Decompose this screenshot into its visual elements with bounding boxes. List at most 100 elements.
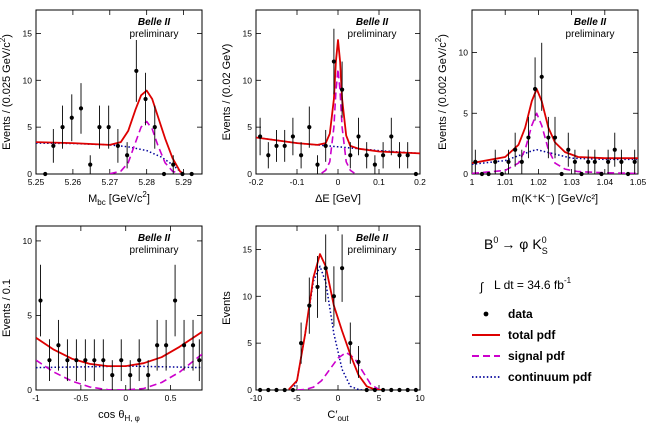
data-point [356,359,361,364]
preliminary-label: preliminary [130,245,179,256]
data-point [125,153,130,158]
data-points [258,28,418,177]
data-point [180,171,185,177]
x-tick-label: 1.01 [497,177,514,187]
y-axis-label: Events / (0.02 GeV) [221,44,233,141]
data-point [106,125,111,130]
x-axis-label-main: cos θ [98,409,124,421]
data-points [38,264,202,390]
x-axis-label-rest: [GeV/c [106,193,143,205]
total-pdf-curve [36,331,202,368]
y-tick-label: 10 [23,236,33,246]
signal-pdf-curve [109,120,181,174]
preliminary-label: preliminary [348,29,397,40]
data-point [51,143,56,148]
data-point [526,135,531,140]
y-axis-label-main: Events [221,291,233,325]
data-point [299,153,304,158]
signal-pdf-curve [321,68,355,174]
data-point [164,343,169,348]
total-pdf-curve [36,89,185,174]
data-point [97,125,102,130]
legend-label: total pdf [508,328,556,342]
legend-data-marker [483,311,489,317]
x-tick-label: 10 [415,393,425,403]
x-tick-label: -0.1 [290,177,305,187]
data-point [74,358,79,363]
data-point [372,162,377,167]
x-tick-label: 5.27 [102,177,119,187]
data-point [519,159,524,164]
data-point [405,387,410,393]
curves-group [256,39,420,174]
data-point [315,284,320,290]
data-point [110,372,115,378]
chart-mkk: 1 1.01 1.02 1.03 1.04 1.05 0 5 10 Belle IIprelimi… [434,9,647,205]
data-point [493,159,498,164]
y-axis-label: Events [221,291,233,325]
data-point [83,358,88,363]
data-point [599,171,604,177]
y-axis-label-sup: 2 [0,37,7,42]
data-point [606,159,611,164]
chart-mbc: 5.25 5.26 5.27 5.28 5.29 0 5 10 15 Belle IIprelim… [0,9,203,207]
data-point [274,143,279,148]
y-axis-label-main: Events / (0.002 GeV/c [437,42,449,150]
x-axis-label-sup: 2 [142,190,147,199]
y-tick-label: 0 [27,385,32,395]
y-axis-label: Events / 0.1 [1,279,13,337]
data-point [137,358,142,363]
data-point [152,125,157,130]
y-tick-label: 15 [243,28,253,38]
data-point [299,341,304,346]
data-point [56,343,61,348]
y-tick-label: 15 [243,244,253,254]
legend-entry-marker: data [483,307,533,321]
belle-label: Belle II [138,233,170,244]
belle-label: Belle II [356,233,388,244]
x-tick-label: 1 [470,177,475,187]
x-tick-label: -0.5 [74,393,89,403]
x-axis-label-sub: out [337,414,349,423]
legend-lumi-sup: -1 [564,276,572,285]
data-point [340,266,345,271]
preliminary-label: preliminary [566,29,615,40]
data-point [128,372,133,378]
legend-b-sup: 0 [493,235,498,245]
chart-frame [471,9,639,175]
x-axis-label-main: M [88,193,97,205]
x-tick-label: -0.2 [249,177,264,187]
data-point [506,159,511,164]
data-point [315,162,320,167]
x-axis-label: C′out [327,409,349,423]
y-tick-label: 5 [247,122,252,132]
y-tick-label: 5 [27,310,32,320]
y-tick-label: 10 [459,48,469,58]
data-point [307,125,312,130]
x-tick-label: -5 [293,393,301,403]
legend-label: signal pdf [508,349,566,363]
data-point [189,171,194,177]
y-tick-label: 10 [243,291,253,301]
data-point [473,159,478,164]
x-axis-label-sub: H, φ [124,414,139,423]
x-tick-label: 0 [123,393,128,403]
data-point [513,147,518,152]
data-point [60,125,65,130]
y-tick-label: 5 [27,122,32,132]
data-point [258,134,263,139]
data-point [479,171,485,177]
x-tick-label: 0.5 [165,393,177,403]
y-tick-label: 0 [27,169,32,179]
data-point [586,159,591,164]
legend-entry-solid: total pdf [472,328,556,342]
legend-label: continuum pdf [508,370,592,384]
data-point [413,171,418,177]
data-point [579,171,584,177]
data-point [43,171,48,177]
data-point [486,171,491,177]
legend-lumi: L dt = 34.6 fb-1 [494,276,572,292]
data-point [119,358,124,363]
legend-label: data [508,307,533,321]
